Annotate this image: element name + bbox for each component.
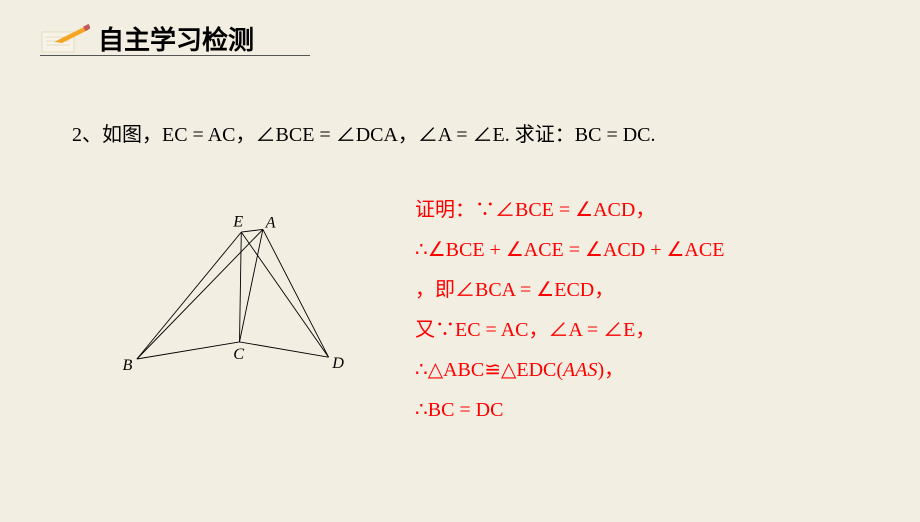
line-BC <box>137 342 240 359</box>
proof-line-6: ∴BC = DC <box>415 390 895 430</box>
proof-container: 证明：∵∠BCE = ∠ACD， ∴∠BCE + ∠ACE = ∠ACD + ∠… <box>415 190 895 430</box>
problem-prefix: 2、如图， <box>72 124 162 146</box>
label-C: C <box>233 345 244 363</box>
line-EA <box>241 229 263 232</box>
label-D: D <box>331 354 344 372</box>
line-ED <box>241 232 328 357</box>
proof-line-2: ∴∠BCE + ∠ACE = ∠ACD + ∠ACE <box>415 230 895 270</box>
proof-line-4: 又∵EC = AC，∠A = ∠E， <box>415 310 895 350</box>
label-B: B <box>123 356 133 374</box>
proof-line-3: ，即∠BCA = ∠ECD， <box>415 270 895 310</box>
geometry-diagram: E A B C D <box>100 205 370 405</box>
line-EB <box>137 232 241 359</box>
line-AB <box>137 229 263 359</box>
aas-label: AAS <box>563 359 597 381</box>
line-CD <box>240 342 329 357</box>
header-underline <box>40 55 310 56</box>
problem-task: 求证：BC = DC. <box>510 124 656 146</box>
proof-line-5: ∴△ABC≌△EDC(AAS)， <box>415 350 895 390</box>
label-A: A <box>265 214 276 232</box>
label-E: E <box>232 213 243 231</box>
pencil-notebook-icon <box>40 24 90 54</box>
problem-given: EC = AC，∠BCE = ∠DCA，∠A = ∠E. <box>162 124 510 146</box>
line-EC <box>240 232 242 342</box>
proof-line-1: 证明：∵∠BCE = ∠ACD， <box>415 190 895 230</box>
header-title: 自主学习检测 <box>98 20 254 57</box>
problem-statement: 2、如图，EC = AC，∠BCE = ∠DCA，∠A = ∠E. 求证：BC … <box>72 118 656 147</box>
slide-header: 自主学习检测 <box>40 20 254 57</box>
line-AD <box>263 229 329 357</box>
